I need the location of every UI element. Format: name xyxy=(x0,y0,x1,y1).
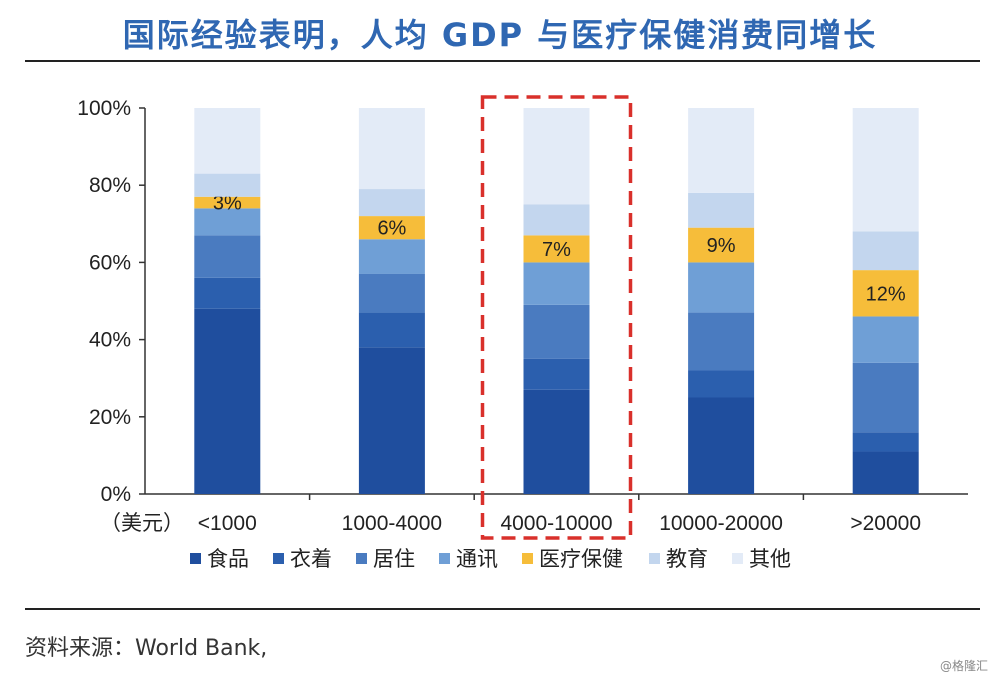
legend-swatch xyxy=(522,553,533,564)
bar-segment xyxy=(852,231,919,271)
bar-segment xyxy=(194,208,261,236)
bar-segment xyxy=(523,204,590,236)
bar-segment xyxy=(194,196,261,209)
stacked-bar-chart: 0% 20% 40% 60% 80% 100% 3% <1000 6% 1000-4000 7% 40… xyxy=(77,95,968,571)
y-tick-label: 60% xyxy=(89,251,131,274)
bar-segment xyxy=(688,312,755,371)
data-label: 6% xyxy=(377,218,406,240)
data-label: 7% xyxy=(542,239,571,261)
bar-segment xyxy=(523,389,590,494)
x-tick-label: 10000-20000 xyxy=(659,512,783,535)
bar-segment xyxy=(852,270,919,317)
bar-segment xyxy=(688,370,755,398)
legend-label: 居住 xyxy=(373,547,415,571)
legend-label: 教育 xyxy=(666,547,708,571)
legend-swatch xyxy=(649,553,660,564)
bar-segment xyxy=(688,108,755,193)
x-tick-label: >20000 xyxy=(850,512,921,535)
bar-segment xyxy=(852,451,919,494)
legend-swatch xyxy=(732,553,743,564)
y-tick-label: 20% xyxy=(89,406,131,429)
bar-segment xyxy=(852,362,919,433)
data-label: 12% xyxy=(866,283,906,305)
bar-segment xyxy=(523,108,590,205)
page-title: 国际经验表明，人均 GDP 与医疗保健消费同增长 xyxy=(122,16,878,54)
bar-segment xyxy=(194,308,261,494)
top-divider xyxy=(25,60,980,62)
x-tick-label: 1000-4000 xyxy=(342,512,442,535)
bar-segment xyxy=(523,262,590,305)
bar-segment xyxy=(688,227,755,263)
bottom-divider xyxy=(25,608,980,610)
bar-segment xyxy=(852,108,919,232)
legend-label: 衣着 xyxy=(290,547,332,571)
data-label: 9% xyxy=(707,235,736,257)
bar-segment xyxy=(194,173,261,197)
legend-swatch xyxy=(273,553,284,564)
bar-segment xyxy=(358,239,425,274)
bar-segment xyxy=(523,358,590,390)
y-tick-label: 40% xyxy=(89,329,131,352)
y-tick-label: 100% xyxy=(77,97,131,120)
bar-segment xyxy=(358,273,425,313)
legend-label: 医疗保健 xyxy=(539,547,623,571)
bar-segment xyxy=(194,277,261,309)
bar-segment xyxy=(688,192,755,228)
x-tick-label: 4000-10000 xyxy=(500,512,612,535)
bar-segment xyxy=(852,316,919,363)
bar-segment xyxy=(358,189,425,217)
legend-label: 食品 xyxy=(207,547,249,571)
bar-segment xyxy=(688,397,755,494)
legend-label: 其他 xyxy=(749,547,791,571)
legend-label: 通讯 xyxy=(456,547,498,571)
y-tick-label: 80% xyxy=(89,174,131,197)
bar-segment xyxy=(358,108,425,190)
bar-segment xyxy=(194,235,261,278)
bar-segment xyxy=(358,347,425,494)
bar-segment xyxy=(358,216,425,240)
y-tick-label: 0% xyxy=(101,483,131,506)
data-label: 3% xyxy=(213,193,242,215)
x-tick-label: <1000 xyxy=(198,512,257,535)
legend-swatch xyxy=(190,553,201,564)
bar-segment xyxy=(852,432,919,452)
highlight-box xyxy=(480,95,633,540)
bar-segment xyxy=(523,304,590,359)
bar-segment xyxy=(194,108,261,174)
legend-swatch xyxy=(356,553,367,564)
bar-segment xyxy=(358,312,425,348)
bar-segment xyxy=(523,235,590,263)
bar-segment xyxy=(688,262,755,313)
source-note: 资料来源：World Bank, xyxy=(25,636,268,661)
watermark: @格隆汇 xyxy=(939,659,988,673)
x-axis-unit-label: （美元） xyxy=(100,511,184,535)
legend-swatch xyxy=(439,553,450,564)
